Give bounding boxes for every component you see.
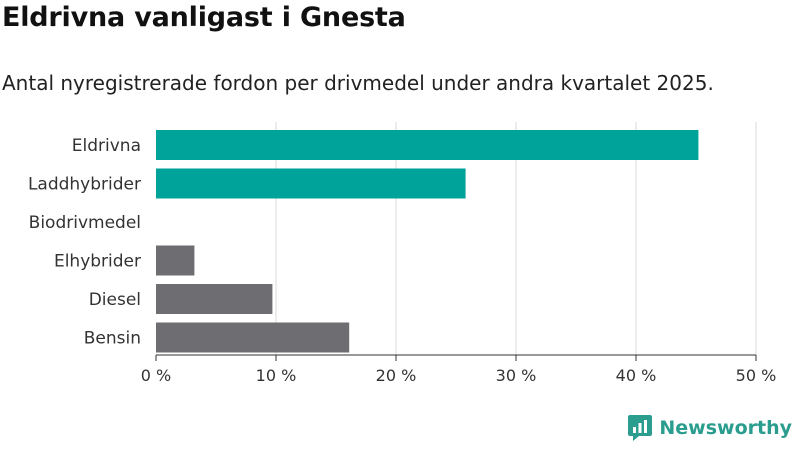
bar-laddhybrider [156, 168, 466, 199]
category-label: Elhybrider [54, 252, 141, 272]
bars [156, 130, 699, 353]
brand-name: Newsworthy [659, 417, 792, 439]
category-labels: Eldrivna Laddhybrider Biodrivmedel Elhybrid… [28, 136, 141, 349]
x-tick-label: 30 % [496, 366, 537, 385]
category-label: Eldrivna [72, 136, 141, 156]
chart-title: Eldrivna vanligast i Gnesta [2, 2, 406, 33]
x-tick-label: 40 % [616, 366, 657, 385]
x-tick-label: 10 % [256, 366, 297, 385]
chart-subtitle: Antal nyregistrerade fordon per drivmede… [2, 71, 714, 95]
x-tick-label: 0 % [141, 366, 171, 385]
category-label: Biodrivmedel [29, 213, 141, 233]
newsworthy-logo-icon [628, 415, 653, 441]
grid-lines [275, 122, 757, 355]
bar-diesel [156, 284, 273, 314]
category-label: Diesel [89, 290, 141, 310]
bar-elhybrider [156, 245, 195, 276]
x-tick-label: 20 % [376, 366, 417, 385]
bar-bensin [156, 322, 350, 353]
x-axis: 0 % 10 % 20 % 30 % 40 % 50 % [141, 354, 777, 385]
category-label: Laddhybrider [28, 175, 141, 195]
x-tick-label: 50 % [736, 366, 777, 385]
bar-eldrivna [156, 130, 699, 160]
newsworthy-brand: Newsworthy [627, 414, 792, 442]
category-label: Bensin [84, 329, 141, 349]
